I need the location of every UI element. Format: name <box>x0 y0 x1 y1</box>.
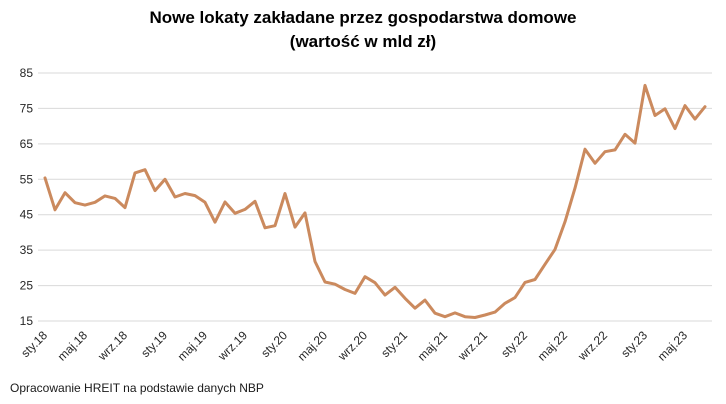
x-axis-tick-label: wrz.21 <box>455 328 491 364</box>
x-axis-tick-label: sty.21 <box>378 328 410 360</box>
x-axis-tick-label: sty.23 <box>618 328 650 360</box>
x-axis-tick-label: maj.23 <box>655 328 691 364</box>
x-axis-tick-label: maj.18 <box>55 328 91 364</box>
y-axis-tick-label: 55 <box>20 172 34 186</box>
x-axis-tick-label: maj.21 <box>415 328 451 364</box>
y-axis-tick-label: 25 <box>20 279 34 293</box>
y-axis-tick-label: 45 <box>20 208 34 222</box>
x-axis-tick-label: maj.20 <box>295 328 331 364</box>
chart-title-line1: Nowe lokaty zakładane przez gospodarstwa… <box>149 8 577 27</box>
chart-title-line2: (wartość w mld zł) <box>289 32 437 51</box>
y-axis-tick-label: 15 <box>20 314 34 328</box>
x-axis-tick-label: sty.18 <box>18 328 50 360</box>
x-axis-tick-label: wrz.19 <box>215 328 251 364</box>
x-axis-tick-label: wrz.20 <box>335 328 371 364</box>
x-axis-tick-label: sty.22 <box>498 328 530 360</box>
x-axis-tick-label: sty.19 <box>138 328 170 360</box>
y-axis-tick-label: 65 <box>20 137 34 151</box>
y-axis-tick-label: 85 <box>20 66 34 80</box>
x-axis-tick-label: maj.22 <box>535 328 571 364</box>
x-axis-tick-label: sty.20 <box>258 328 290 360</box>
y-axis-tick-label: 75 <box>20 101 34 115</box>
chart-title: Nowe lokaty zakładane przez gospodarstwa… <box>0 6 726 54</box>
x-axis-tick-label: wrz.22 <box>575 328 611 364</box>
data-line-series <box>43 83 707 319</box>
y-axis-tick-label: 35 <box>20 243 34 257</box>
x-axis-tick-label: wrz.18 <box>95 328 131 364</box>
x-axis-tick-label: maj.19 <box>175 328 211 364</box>
source-note: Opracowanie HREIT na podstawie danych NB… <box>10 381 264 395</box>
